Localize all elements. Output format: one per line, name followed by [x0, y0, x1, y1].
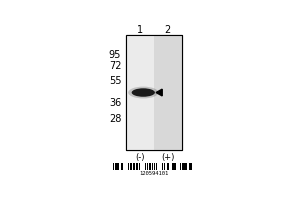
- Bar: [150, 163, 151, 170]
- Bar: [130, 163, 131, 170]
- Text: 36: 36: [109, 98, 121, 108]
- Text: 1: 1: [137, 25, 143, 35]
- Bar: [152, 163, 153, 170]
- Text: 72: 72: [109, 61, 121, 71]
- Bar: [167, 163, 168, 170]
- Polygon shape: [156, 89, 162, 96]
- Bar: [186, 163, 187, 170]
- Text: 120594101: 120594101: [139, 171, 168, 176]
- Bar: [160, 163, 161, 170]
- Bar: [145, 163, 146, 170]
- Text: 95: 95: [109, 50, 121, 60]
- Bar: [115, 163, 116, 170]
- Bar: [113, 163, 114, 170]
- Bar: [117, 163, 118, 170]
- Ellipse shape: [128, 87, 158, 98]
- Bar: [176, 163, 177, 170]
- Bar: [164, 163, 165, 170]
- Bar: [154, 163, 155, 170]
- Bar: [133, 163, 134, 170]
- Bar: [140, 163, 141, 170]
- Bar: [172, 163, 173, 170]
- Bar: [126, 35, 154, 150]
- Bar: [128, 163, 129, 170]
- Bar: [122, 163, 123, 170]
- Bar: [126, 35, 182, 150]
- Bar: [131, 163, 132, 170]
- Bar: [191, 163, 192, 170]
- Text: 55: 55: [109, 76, 121, 86]
- Bar: [168, 163, 169, 170]
- Bar: [180, 163, 181, 170]
- Text: (-): (-): [135, 153, 145, 162]
- Bar: [162, 163, 163, 170]
- Bar: [154, 35, 182, 150]
- Bar: [185, 163, 186, 170]
- Bar: [149, 163, 150, 170]
- Text: 2: 2: [165, 25, 171, 35]
- Text: (+): (+): [161, 153, 174, 162]
- Bar: [126, 35, 182, 150]
- Ellipse shape: [132, 88, 155, 97]
- Bar: [116, 163, 117, 170]
- Bar: [189, 163, 190, 170]
- Bar: [156, 163, 157, 170]
- Bar: [137, 163, 138, 170]
- Bar: [136, 163, 137, 170]
- Bar: [182, 163, 183, 170]
- Bar: [118, 163, 119, 170]
- Bar: [134, 163, 135, 170]
- Bar: [142, 163, 143, 170]
- Bar: [158, 163, 159, 170]
- Bar: [183, 163, 184, 170]
- Bar: [184, 163, 185, 170]
- Bar: [173, 163, 174, 170]
- Text: 28: 28: [109, 114, 121, 124]
- Bar: [147, 163, 148, 170]
- Bar: [190, 163, 191, 170]
- Bar: [174, 163, 175, 170]
